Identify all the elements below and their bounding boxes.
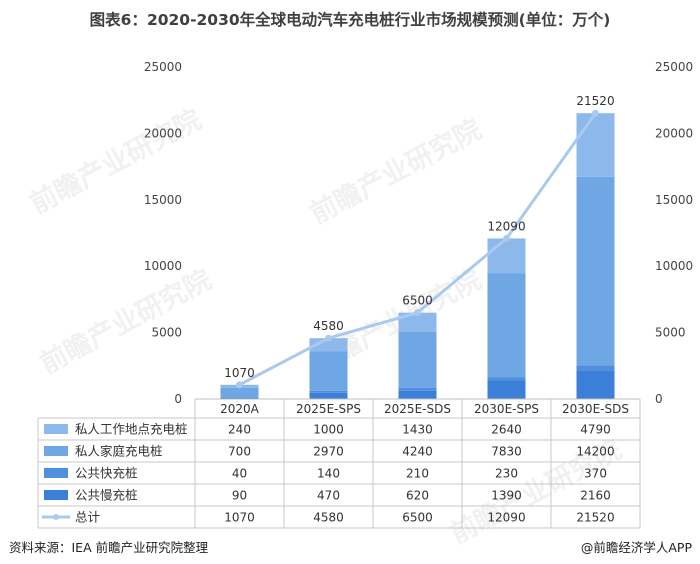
x-tick-label: 2025E-SPS <box>296 402 361 416</box>
total-point <box>414 309 421 317</box>
data-label: 12090 <box>487 219 525 233</box>
table-cell: 370 <box>584 467 607 481</box>
bar-private_home <box>220 387 259 398</box>
table-cell: 210 <box>406 467 429 481</box>
data-label: 1070 <box>224 366 255 380</box>
legend-label-public_slow: 公共慢充桩 <box>75 488 138 503</box>
table-cell: 700 <box>228 445 251 459</box>
table-cell: 90 <box>232 489 247 503</box>
bar-public_slow <box>398 390 437 399</box>
y-tick-left: 15000 <box>144 193 182 207</box>
bar-private_work <box>487 238 526 274</box>
table-cell: 7830 <box>491 445 522 459</box>
table-cell: 2160 <box>580 489 611 503</box>
bar-private_work <box>576 113 615 177</box>
stacked-bar-chart: 0 5000 10000 15000 20000 25000 0 5000 10000 15000… <box>37 60 693 529</box>
bar-private_home <box>487 273 526 378</box>
legend-label-total: 总计 <box>75 510 100 525</box>
table-cell: 1000 <box>313 423 344 437</box>
chart-title: 图表6：2020-2030年全球电动汽车充电桩行业市场规模预测(单位：万个) <box>89 11 611 29</box>
bar-private_home <box>576 176 615 366</box>
legend-label-public_fast: 公共快充桩 <box>75 466 138 481</box>
table-cell: 4240 <box>402 445 433 459</box>
total-point <box>325 334 332 342</box>
table-cell: 620 <box>406 489 429 503</box>
y-tick-left: 5000 <box>151 326 182 340</box>
table-cell: 14200 <box>576 445 614 459</box>
data-label: 21520 <box>576 94 614 108</box>
table-cell: 4790 <box>580 423 611 437</box>
y-tick-right: 5000 <box>655 326 686 340</box>
legend-label-private_home: 私人家庭充电桩 <box>75 444 163 459</box>
bar-public_fast <box>309 390 348 393</box>
bar-public_fast <box>220 397 259 399</box>
bar-public_fast <box>398 387 437 391</box>
bar-private_home <box>398 331 437 388</box>
x-tick-label: 2030E-SDS <box>562 402 629 416</box>
table-cell: 470 <box>317 489 340 503</box>
table-cell: 12090 <box>487 511 525 525</box>
table-cell: 140 <box>317 467 340 481</box>
table-cell: 1430 <box>402 423 433 437</box>
x-tick-label: 2025E-SDS <box>384 402 451 416</box>
legend-marker-private_work <box>44 424 68 434</box>
total-point <box>592 109 599 117</box>
bar-private_home <box>309 351 348 391</box>
brand-credit: @前瞻经济学人APP <box>580 540 692 555</box>
bar-public_fast <box>576 365 615 371</box>
table-cell: 1390 <box>491 489 522 503</box>
y-tick-left: 0 <box>174 392 182 406</box>
bar-public_slow <box>309 392 348 399</box>
table-cell: 21520 <box>576 511 614 525</box>
bar-private_work <box>398 312 437 332</box>
bar-public_slow <box>220 397 259 399</box>
legend-marker-public_slow <box>44 490 68 500</box>
bar-public_slow <box>487 380 526 399</box>
table-cell: 2640 <box>491 423 522 437</box>
data-label: 6500 <box>402 294 433 308</box>
table-cell: 40 <box>232 467 247 481</box>
y-tick-right: 15000 <box>655 193 693 207</box>
y-tick-left: 25000 <box>144 60 182 74</box>
y-tick-right: 10000 <box>655 259 693 273</box>
legend-marker-private_home <box>44 446 68 456</box>
legend-label-private_work: 私人工作地点充电桩 <box>75 422 188 437</box>
y-tick-left: 10000 <box>144 259 182 273</box>
total-point <box>236 381 243 389</box>
y-tick-left: 20000 <box>144 126 182 140</box>
table-cell: 2970 <box>313 445 344 459</box>
legend-marker-total <box>53 514 59 520</box>
y-tick-right: 0 <box>655 392 663 406</box>
y-tick-right: 20000 <box>655 126 693 140</box>
x-tick-label: 2030E-SPS <box>474 402 539 416</box>
source-note: 资料来源：IEA 前瞻产业研究院整理 <box>9 540 209 555</box>
table-cell: 1070 <box>224 511 255 525</box>
data-label: 4580 <box>313 319 344 333</box>
table-cell: 4580 <box>313 511 344 525</box>
table-cell: 6500 <box>402 511 433 525</box>
table-cell: 230 <box>495 467 518 481</box>
y-tick-right: 25000 <box>655 60 693 74</box>
bar-public_fast <box>487 377 526 381</box>
total-point <box>503 234 510 242</box>
x-tick-label: 2020A <box>220 402 260 416</box>
legend-marker-public_fast <box>44 468 68 478</box>
bar-public_slow <box>576 370 615 399</box>
table-cell: 240 <box>228 423 251 437</box>
